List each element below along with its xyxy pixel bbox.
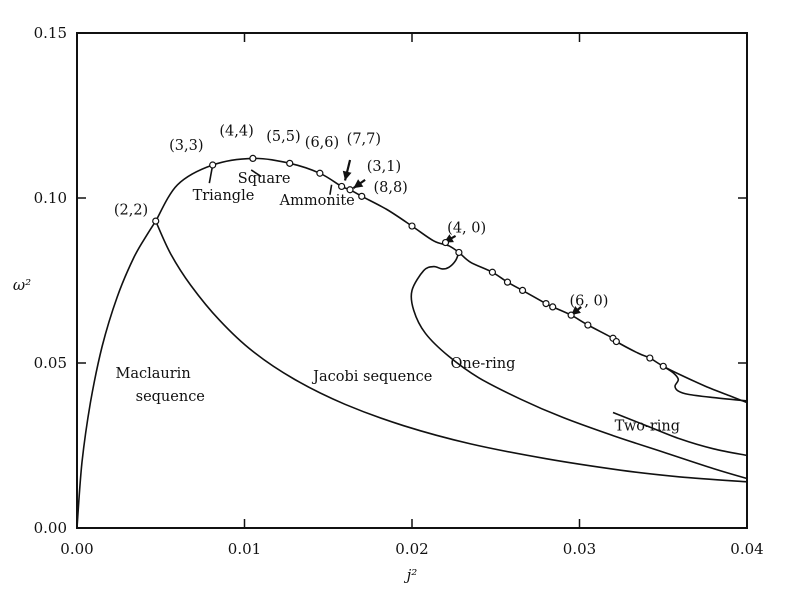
data-point <box>209 161 217 169</box>
annotation-lmac2: sequence <box>136 389 205 405</box>
arrowhead-icon <box>353 179 364 189</box>
x-axis-label: j² <box>404 566 418 584</box>
x-tick-label: 0.00 <box>60 540 93 558</box>
annotation-a33: (3,3) <box>169 138 203 154</box>
data-point <box>542 300 550 308</box>
series-line-0 <box>76 220 157 529</box>
data-point <box>659 362 667 370</box>
data-point <box>488 268 496 276</box>
data-point <box>358 192 366 200</box>
data-point <box>503 278 512 286</box>
x-tick-label: 0.02 <box>395 540 428 558</box>
series-line-4 <box>662 365 748 402</box>
data-point <box>646 354 654 362</box>
data-point <box>441 238 450 247</box>
annotation-a40: (4, 0) <box>447 221 486 237</box>
x-tick-label: 0.03 <box>563 540 596 558</box>
annotation-a60: (6, 0) <box>569 293 608 309</box>
series-line-2 <box>154 220 748 483</box>
series-line-5 <box>612 411 748 457</box>
data-point <box>316 169 324 177</box>
annotation-a44: (4,4) <box>219 123 253 139</box>
series-line-3 <box>410 252 748 480</box>
annotation-ljac: Jacobi sequence <box>311 369 432 385</box>
data-point <box>152 217 160 225</box>
y-tick-label: 0.05 <box>34 354 67 372</box>
data-point <box>518 286 527 294</box>
plot-frame <box>76 32 748 529</box>
data-point <box>549 303 557 311</box>
annotation-ltri: Triangle <box>193 188 255 204</box>
data-point <box>612 337 620 346</box>
arrowhead-icon <box>342 170 352 181</box>
data-point <box>567 311 575 319</box>
annotation-lmac1: Maclaurin <box>116 366 191 382</box>
data-point <box>249 154 257 162</box>
y-axis-label: ω² <box>13 276 31 294</box>
annotation-lamm: Ammonite <box>279 193 355 209</box>
annotation-a55: (5,5) <box>266 129 300 145</box>
data-point <box>346 186 354 194</box>
annotation-a77: (7,7) <box>347 132 381 148</box>
annotation-a88: (8,8) <box>373 180 407 196</box>
annotation-a31: (3,1) <box>367 159 401 175</box>
y-tick-label: 0.10 <box>34 189 67 207</box>
annotation-ltwo: Two-ring <box>615 419 680 435</box>
data-point <box>408 222 416 230</box>
y-tick-label: 0.15 <box>34 24 67 42</box>
label-leader-line <box>329 184 333 195</box>
data-point <box>584 321 592 329</box>
x-tick-label: 0.04 <box>730 540 763 558</box>
annotation-a22: (2,2) <box>114 203 148 219</box>
annotation-a66: (6,6) <box>305 135 339 151</box>
data-point <box>286 159 294 167</box>
data-point <box>338 182 346 191</box>
label-leader-line <box>250 169 262 178</box>
annotation-lsq: Square <box>238 171 291 187</box>
data-point <box>455 248 463 257</box>
x-tick-label: 0.01 <box>228 540 261 558</box>
annotation-lone: One-ring <box>451 356 516 372</box>
y-tick-label: 0.00 <box>34 519 67 537</box>
